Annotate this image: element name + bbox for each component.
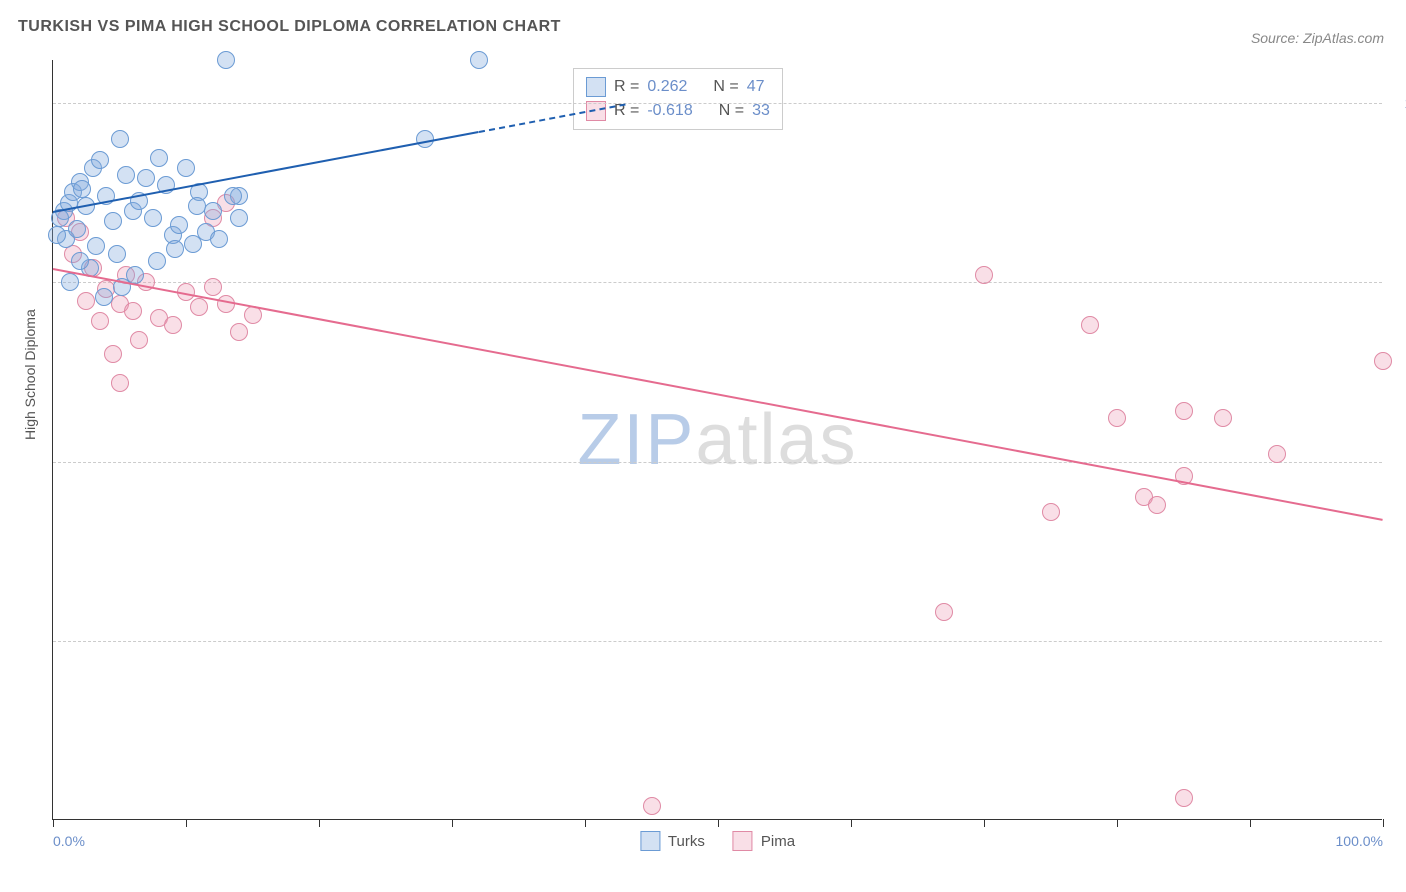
swatch-pima-bottom (733, 831, 753, 851)
r-label-turks: R = (614, 78, 639, 96)
n-value-pima: 33 (752, 102, 770, 120)
n-value-turks: 47 (747, 78, 765, 96)
scatter-point-pima (190, 298, 208, 316)
scatter-point-pima (1108, 409, 1126, 427)
legend-label-turks: Turks (668, 833, 705, 850)
chart-title: TURKISH VS PIMA HIGH SCHOOL DIPLOMA CORR… (18, 18, 561, 36)
scatter-point-turks (224, 187, 242, 205)
x-tick (53, 819, 54, 827)
x-tick (1250, 819, 1251, 827)
source-attribution: Source: ZipAtlas.com (1251, 30, 1384, 46)
x-tick (984, 819, 985, 827)
scatter-point-turks (117, 166, 135, 184)
scatter-point-pima (935, 603, 953, 621)
scatter-point-turks (177, 159, 195, 177)
y-axis-label: High School Diploma (22, 309, 38, 440)
n-label-pima: N = (719, 102, 744, 120)
scatter-point-turks (73, 180, 91, 198)
scatter-point-pima (1042, 503, 1060, 521)
scatter-point-pima (1175, 402, 1193, 420)
scatter-point-pima (1214, 409, 1232, 427)
scatter-point-pima (164, 316, 182, 334)
swatch-turks-bottom (640, 831, 660, 851)
scatter-point-turks (210, 230, 228, 248)
scatter-point-pima (104, 345, 122, 363)
x-tick-label-min: 0.0% (53, 833, 85, 849)
scatter-point-turks (95, 288, 113, 306)
x-tick (851, 819, 852, 827)
scatter-point-pima (643, 797, 661, 815)
gridline (53, 282, 1382, 283)
legend-item-pima: Pima (733, 831, 795, 851)
scatter-point-pima (975, 266, 993, 284)
scatter-point-pima (111, 374, 129, 392)
x-tick (1383, 819, 1384, 827)
scatter-point-pima (1148, 496, 1166, 514)
gridline (53, 103, 1382, 104)
series-legend: Turks Pima (640, 831, 795, 851)
scatter-point-turks (217, 51, 235, 69)
scatter-point-turks (108, 245, 126, 263)
correlation-legend: R = 0.262 N = 47 R = -0.618 N = 33 (573, 68, 783, 130)
scatter-point-pima (91, 312, 109, 330)
x-tick (718, 819, 719, 827)
scatter-point-turks (137, 169, 155, 187)
scatter-point-turks (68, 220, 86, 238)
scatter-point-turks (111, 130, 129, 148)
scatter-point-turks (91, 151, 109, 169)
scatter-point-turks (188, 197, 206, 215)
scatter-point-turks (470, 51, 488, 69)
x-tick (319, 819, 320, 827)
n-label-turks: N = (713, 78, 738, 96)
scatter-point-pima (124, 302, 142, 320)
scatter-point-turks (170, 216, 188, 234)
scatter-point-turks (144, 209, 162, 227)
y-tick-label: 100.0% (1392, 95, 1406, 111)
watermark-zip: ZIP (577, 400, 695, 480)
watermark: ZIPatlas (577, 399, 857, 481)
x-tick (186, 819, 187, 827)
legend-label-pima: Pima (761, 833, 795, 850)
scatter-point-pima (230, 323, 248, 341)
scatter-point-pima (130, 331, 148, 349)
y-tick-label: 62.5% (1392, 633, 1406, 649)
scatter-point-pima (1081, 316, 1099, 334)
scatter-point-turks (148, 252, 166, 270)
scatter-point-turks (204, 202, 222, 220)
trend-line-pima (53, 268, 1383, 521)
scatter-point-turks (230, 209, 248, 227)
r-value-turks: 0.262 (647, 78, 687, 96)
r-value-pima: -0.618 (647, 102, 692, 120)
scatter-point-turks (150, 149, 168, 167)
watermark-atlas: atlas (695, 400, 857, 480)
x-tick (585, 819, 586, 827)
scatter-point-pima (204, 278, 222, 296)
x-tick (452, 819, 453, 827)
x-tick (1117, 819, 1118, 827)
corr-row-turks: R = 0.262 N = 47 (586, 75, 770, 99)
scatter-point-turks (104, 212, 122, 230)
x-tick-label-max: 100.0% (1336, 833, 1383, 849)
scatter-point-turks (166, 240, 184, 258)
scatter-point-pima (77, 292, 95, 310)
gridline (53, 462, 1382, 463)
plot-area: ZIPatlas R = 0.262 N = 47 R = -0.618 N =… (52, 60, 1382, 820)
scatter-point-turks (71, 252, 89, 270)
legend-item-turks: Turks (640, 831, 705, 851)
scatter-point-pima (1374, 352, 1392, 370)
gridline (53, 641, 1382, 642)
swatch-turks (586, 77, 606, 97)
scatter-point-turks (61, 273, 79, 291)
scatter-point-turks (87, 237, 105, 255)
y-tick-label: 87.5% (1392, 274, 1406, 290)
y-tick-label: 75.0% (1392, 454, 1406, 470)
scatter-point-turks (48, 226, 66, 244)
scatter-point-pima (1175, 789, 1193, 807)
scatter-point-pima (1268, 445, 1286, 463)
